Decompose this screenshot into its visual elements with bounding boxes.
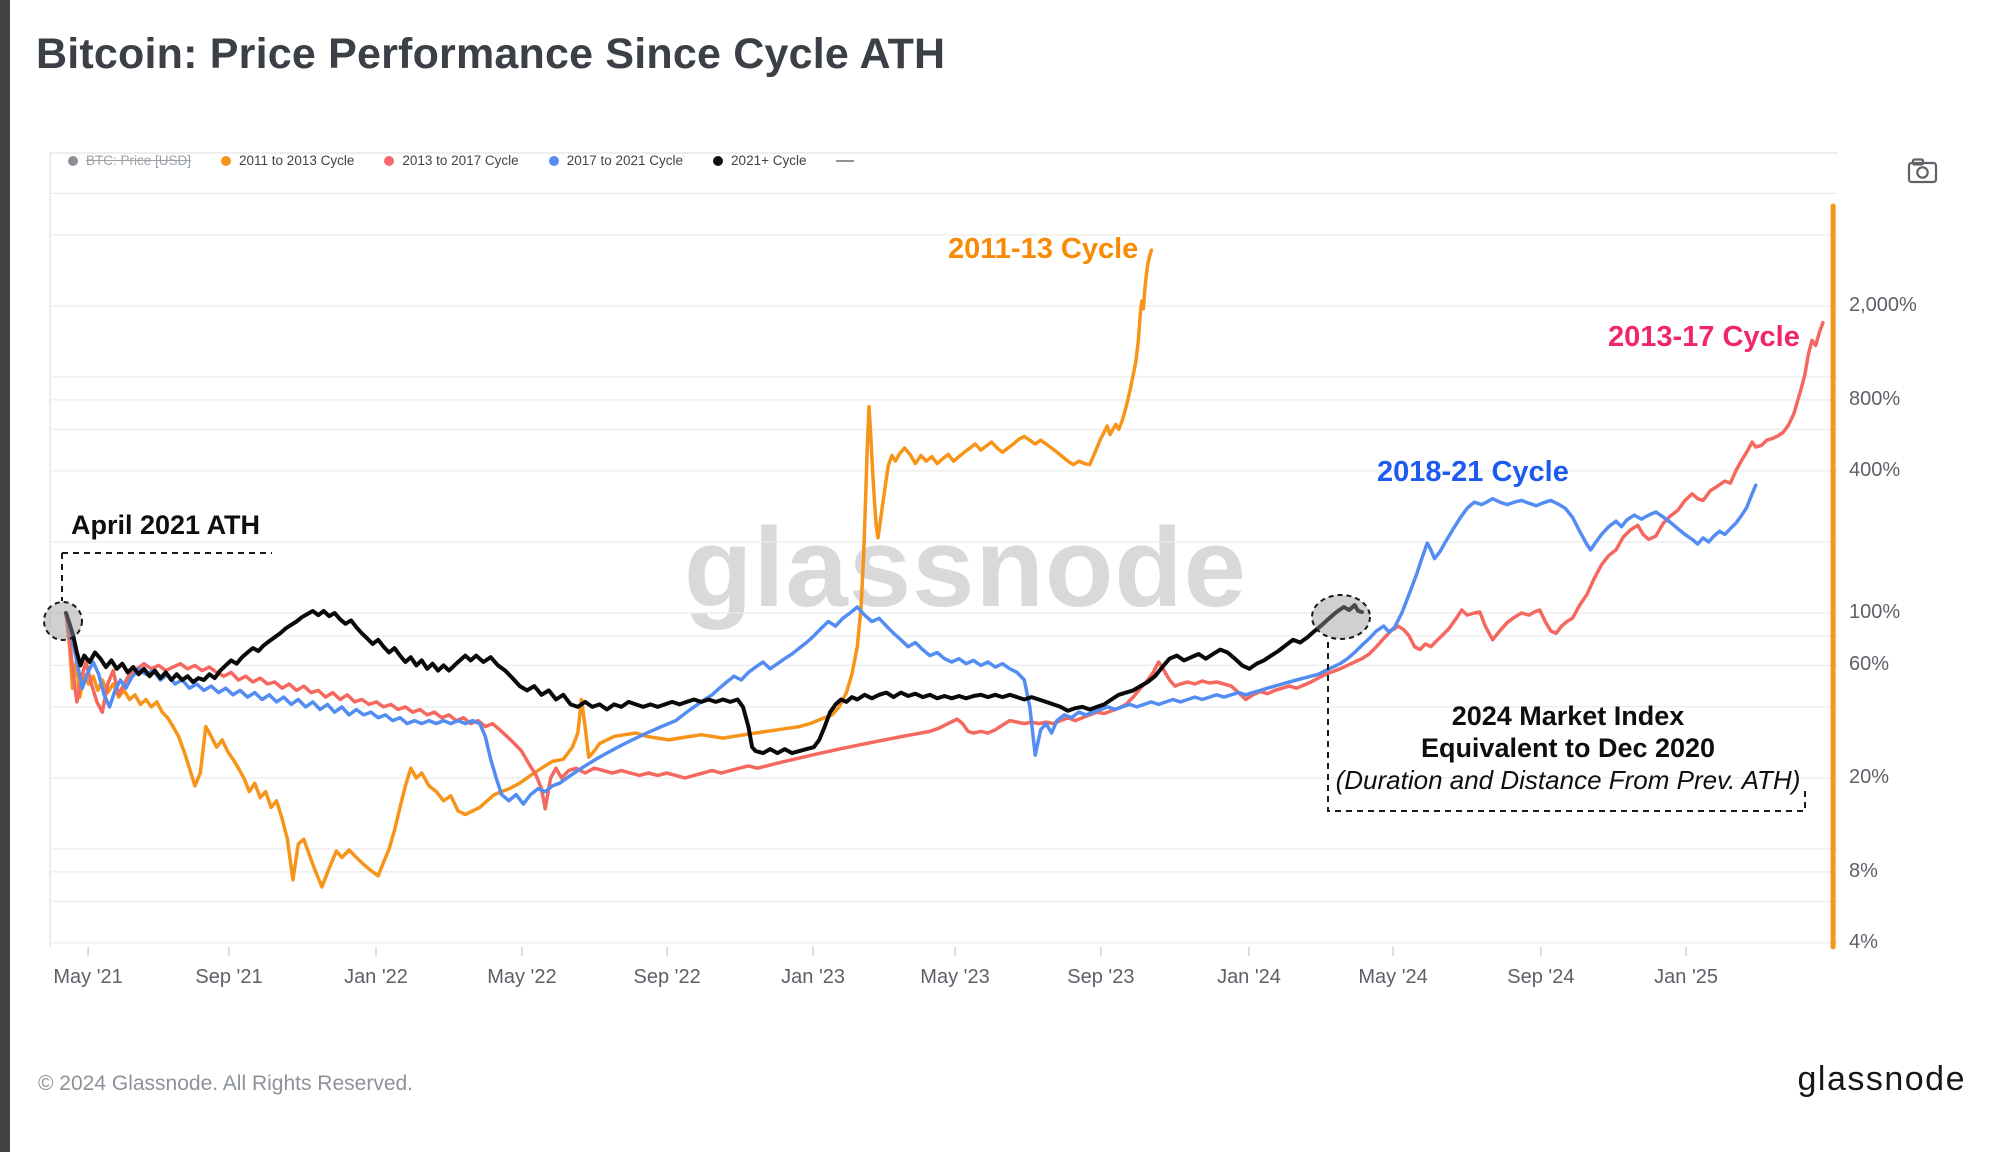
series-2011-to-2013-cycle-line [64, 248, 1154, 889]
legend-item-btc-price-usd-[interactable]: BTC: Price [USD] [68, 153, 191, 168]
annotation-april-2021-ath: April 2021 ATH [71, 510, 261, 540]
y-axis-label: 4% [1849, 930, 1878, 953]
legend-item-label: 2011 to 2013 Cycle [239, 153, 355, 168]
legend-dash-marker [836, 159, 855, 162]
x-axis-label: Sep '21 [195, 966, 263, 988]
y-axis-label: 800% [1849, 387, 1901, 410]
annotation-line-1: 2024 Market Index [1451, 701, 1685, 731]
x-axis-label: Jan '25 [1654, 966, 1719, 988]
legend-color-dot [548, 155, 559, 166]
legend-item-label: 2021+ Cycle [731, 153, 807, 168]
glassnode-logo: glassnode [1797, 1060, 1966, 1098]
annotation-line-2: Equivalent to Dec 2020 [1420, 733, 1716, 763]
market-index-highlight-circle [1311, 594, 1371, 640]
chart-legend: BTC: Price [USD] 2011 to 2013 Cycle 2013 t… [68, 153, 855, 168]
x-axis-label: Sep '22 [633, 966, 701, 988]
legend-item-dash[interactable] [836, 159, 855, 162]
legend-color-dot [713, 155, 724, 166]
copyright-text: © 2024 Glassnode. All Rights Reserved. [38, 1072, 414, 1095]
x-axis-label: Sep '24 [1507, 966, 1575, 988]
legend-item-label: 2013 to 2017 Cycle [402, 153, 519, 168]
annotation-line-3: (Duration and Distance From Prev. ATH) [1335, 765, 1801, 795]
y-axis-label: 100% [1849, 601, 1901, 624]
april-ath-highlight-circle [43, 601, 83, 641]
series-2021-cycle-line [64, 603, 1364, 756]
x-axis-label: Jan '24 [1217, 966, 1281, 988]
y-axis-label: 20% [1849, 766, 1890, 789]
legend-color-dot [68, 155, 78, 166]
camera-icon[interactable] [1906, 157, 1940, 185]
legend-color-dot [384, 155, 395, 166]
x-axis-label: Jan '23 [781, 966, 846, 988]
x-axis-label: May '21 [53, 966, 123, 988]
series-2017-to-2021-cycle-line [64, 483, 1758, 806]
legend-item-2017-to-2021-cycle[interactable]: 2017 to 2021 Cycle [548, 153, 684, 168]
window-left-edge [0, 0, 10, 1152]
legend-color-dot [221, 155, 232, 166]
annotation-2018-21-cycle: 2018-21 Cycle [1377, 456, 1569, 488]
x-axis-label: May '22 [487, 966, 557, 988]
annotation-2013-17-cycle: 2013-17 Cycle [1608, 321, 1800, 353]
legend-item-2013-to-2017-cycle[interactable]: 2013 to 2017 Cycle [384, 153, 519, 168]
market-index-dashed-box [1327, 642, 1806, 812]
legend-item-label: 2017 to 2021 Cycle [566, 153, 684, 168]
y-axis-label: 2,000% [1849, 294, 1917, 317]
glassnode-watermark: glassnode [684, 505, 1247, 630]
page-title: Bitcoin: Price Performance Since Cycle A… [36, 30, 946, 78]
y-axis-label: 60% [1849, 653, 1890, 676]
annotation-2011-13-cycle: 2011-13 Cycle [948, 233, 1139, 265]
y-axis-label: 400% [1849, 458, 1901, 481]
y-axis-label: 8% [1849, 859, 1878, 882]
legend-item-2011-to-2013-cycle[interactable]: 2011 to 2013 Cycle [221, 153, 354, 168]
legend-item-2021-cycle[interactable]: 2021+ Cycle [713, 153, 806, 168]
x-axis-label: May '23 [920, 966, 990, 988]
legend-item-label: BTC: Price [USD] [86, 153, 192, 168]
x-axis-label: Sep '23 [1067, 966, 1135, 988]
x-axis-label: May '24 [1358, 966, 1428, 988]
x-axis-label: Jan '22 [344, 966, 408, 988]
series-2013-to-2017-cycle-line [64, 320, 1825, 811]
april-ath-dashed-pointer [61, 552, 272, 601]
annotation-2024-market-index: 2024 Market Index Equivalent to Dec 2020… [1298, 700, 1838, 796]
